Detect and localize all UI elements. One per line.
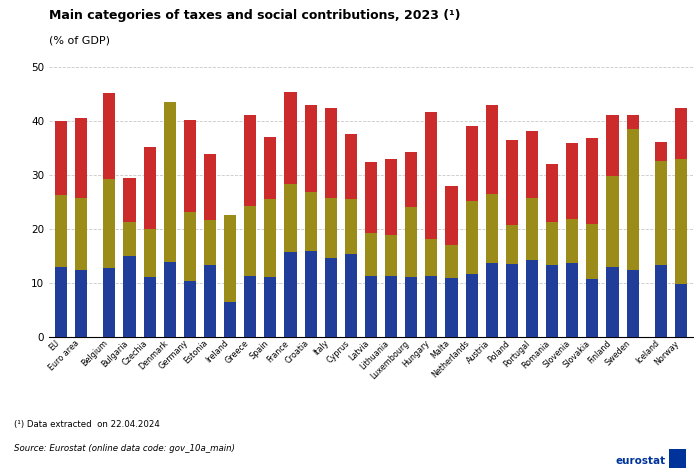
Bar: [606, 176, 619, 267]
Bar: [365, 233, 377, 276]
Bar: [75, 118, 88, 198]
Text: Main categories of taxes and social contributions, 2023 (¹): Main categories of taxes and social cont…: [49, 10, 461, 22]
Bar: [587, 279, 598, 337]
Bar: [506, 140, 518, 225]
Bar: [506, 264, 518, 337]
Bar: [164, 262, 176, 337]
Bar: [75, 198, 88, 270]
Bar: [244, 276, 256, 337]
Bar: [184, 212, 196, 281]
Bar: [506, 225, 518, 264]
Bar: [345, 199, 357, 255]
Bar: [426, 112, 438, 239]
Bar: [104, 268, 116, 337]
Bar: [164, 102, 176, 262]
Bar: [546, 265, 558, 337]
Bar: [144, 229, 155, 277]
Bar: [184, 281, 196, 337]
Bar: [75, 270, 88, 337]
Bar: [325, 108, 337, 198]
Bar: [244, 206, 256, 276]
Bar: [144, 277, 155, 337]
Bar: [104, 93, 116, 179]
Bar: [304, 251, 316, 337]
Bar: [224, 216, 236, 302]
Bar: [284, 252, 297, 337]
Bar: [365, 162, 377, 233]
Bar: [123, 256, 136, 337]
Bar: [365, 276, 377, 337]
Bar: [204, 220, 216, 265]
Bar: [204, 154, 216, 220]
Bar: [304, 191, 316, 251]
Bar: [445, 245, 458, 278]
Bar: [345, 133, 357, 199]
Bar: [265, 276, 277, 337]
Bar: [325, 257, 337, 337]
Bar: [526, 198, 538, 260]
Bar: [224, 302, 236, 337]
Text: eurostat: eurostat: [616, 456, 666, 466]
Bar: [385, 276, 397, 337]
Bar: [626, 115, 638, 129]
Bar: [626, 270, 638, 337]
Bar: [284, 184, 297, 252]
Bar: [445, 278, 458, 337]
Bar: [405, 276, 417, 337]
Bar: [55, 267, 67, 337]
Bar: [55, 195, 67, 267]
Bar: [606, 114, 619, 176]
Bar: [654, 161, 667, 265]
Bar: [184, 120, 196, 212]
Bar: [204, 265, 216, 337]
Bar: [385, 159, 397, 235]
Bar: [405, 207, 417, 276]
Text: (¹) Data extracted  on 22.04.2024: (¹) Data extracted on 22.04.2024: [14, 420, 160, 429]
Bar: [587, 138, 598, 224]
Bar: [486, 105, 498, 194]
Bar: [606, 267, 619, 337]
Bar: [546, 164, 558, 222]
Bar: [405, 152, 417, 207]
Bar: [123, 178, 136, 222]
Bar: [466, 275, 477, 337]
Legend: Taxes on production and imports, Current taxes on income, wealth, etc., Net soci: Taxes on production and imports, Current…: [114, 472, 628, 475]
Bar: [325, 198, 337, 257]
Bar: [654, 265, 667, 337]
Bar: [345, 255, 357, 337]
Bar: [675, 159, 687, 284]
Bar: [566, 263, 578, 337]
Bar: [445, 186, 458, 245]
Bar: [587, 224, 598, 279]
Bar: [566, 219, 578, 263]
Bar: [426, 276, 438, 337]
Bar: [675, 284, 687, 337]
Bar: [486, 263, 498, 337]
Bar: [426, 239, 438, 276]
Bar: [385, 235, 397, 276]
Bar: [104, 179, 116, 268]
Bar: [526, 131, 538, 198]
Bar: [626, 129, 638, 270]
Bar: [144, 147, 155, 229]
Bar: [284, 92, 297, 184]
Text: Source: Eurostat (online data code: gov_10a_main): Source: Eurostat (online data code: gov_…: [14, 444, 235, 453]
Bar: [265, 199, 277, 276]
Text: (% of GDP): (% of GDP): [49, 36, 110, 46]
Bar: [675, 108, 687, 159]
Bar: [486, 194, 498, 263]
Bar: [526, 260, 538, 337]
Bar: [546, 222, 558, 265]
Bar: [654, 142, 667, 161]
Bar: [123, 222, 136, 256]
Bar: [304, 105, 316, 191]
Bar: [566, 143, 578, 219]
Bar: [244, 114, 256, 206]
Bar: [466, 201, 477, 275]
Bar: [265, 137, 277, 199]
Bar: [55, 121, 67, 195]
Bar: [466, 125, 477, 201]
